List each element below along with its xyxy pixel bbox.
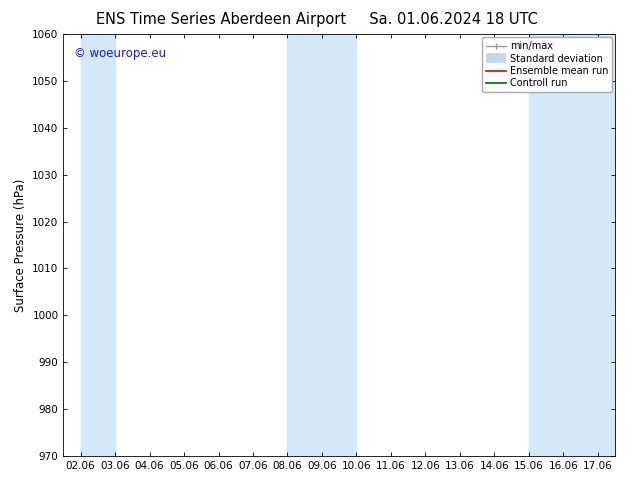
Y-axis label: Surface Pressure (hPa): Surface Pressure (hPa) xyxy=(14,178,27,312)
Text: © woeurope.eu: © woeurope.eu xyxy=(74,47,167,60)
Bar xyxy=(81,34,115,456)
Bar xyxy=(287,34,356,456)
Bar xyxy=(529,34,615,456)
Text: ENS Time Series Aberdeen Airport     Sa. 01.06.2024 18 UTC: ENS Time Series Aberdeen Airport Sa. 01.… xyxy=(96,12,538,27)
Legend: min/max, Standard deviation, Ensemble mean run, Controll run: min/max, Standard deviation, Ensemble me… xyxy=(482,37,612,92)
